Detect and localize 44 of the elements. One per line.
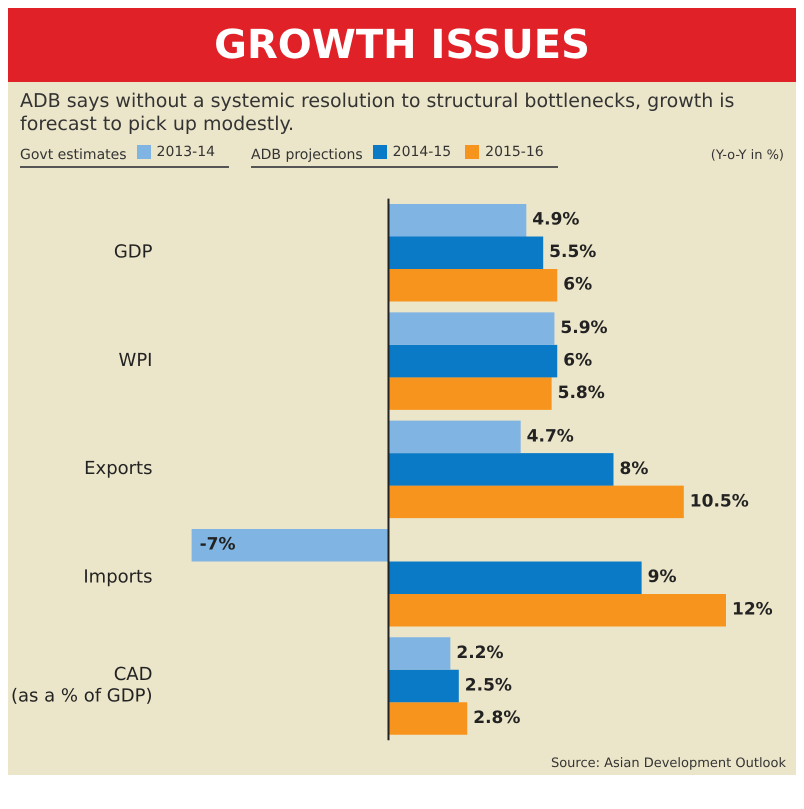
bar <box>388 669 459 702</box>
y-tick-label: CAD (as a % of GDP) <box>10 664 152 706</box>
legend-label: 2013-14 <box>156 144 216 160</box>
data-label: 9% <box>648 566 676 587</box>
bar <box>388 236 544 269</box>
text: Govt estimates <box>20 146 127 163</box>
data-label: -7% <box>200 534 236 554</box>
bar <box>388 312 554 344</box>
data-label: 5.8% <box>558 382 605 403</box>
y-tick-label: Imports <box>83 566 152 587</box>
bar <box>388 344 558 377</box>
data-label: 6% <box>563 274 592 294</box>
bar <box>192 528 388 562</box>
data-label: 4.7% <box>526 426 574 446</box>
data-label: 6% <box>563 350 592 370</box>
bar <box>388 636 450 670</box>
source-note: Source: Asian Development Outlook <box>550 754 787 773</box>
bar <box>388 485 684 518</box>
bar <box>388 702 468 734</box>
data-label: 4.9% <box>532 209 580 230</box>
bar <box>388 561 642 594</box>
bar <box>388 268 558 302</box>
data-label: 5.5% <box>549 242 596 262</box>
y-tick-label: WPI <box>118 349 152 370</box>
legend-label: 2014-15 <box>392 144 452 160</box>
bar <box>388 594 726 626</box>
bar <box>388 376 552 410</box>
y-tick-label: GDP <box>114 241 153 262</box>
y-tick-label: Exports <box>84 458 152 479</box>
legend-label: 2015-16 <box>485 144 544 160</box>
text: (Y-o-Y in %) <box>710 148 784 164</box>
chart-subtitle: ADB says without a systemic resolution to structural bottlenecks, growth is forecast to pick up modestly. <box>19 89 736 137</box>
data-label: 2.2% <box>456 642 504 663</box>
data-label: 2.5% <box>464 675 512 696</box>
bar <box>388 452 614 486</box>
data-label: 8% <box>619 458 648 478</box>
data-label: 10.5% <box>690 490 749 511</box>
bar <box>388 204 526 236</box>
data-label: 12% <box>732 599 773 620</box>
chart-title: GROWTH ISSUES <box>8 8 796 82</box>
bar <box>388 420 521 453</box>
data-label: 5.9% <box>560 318 608 338</box>
data-label: 2.8% <box>473 708 520 728</box>
text: ADB projections <box>251 146 363 163</box>
